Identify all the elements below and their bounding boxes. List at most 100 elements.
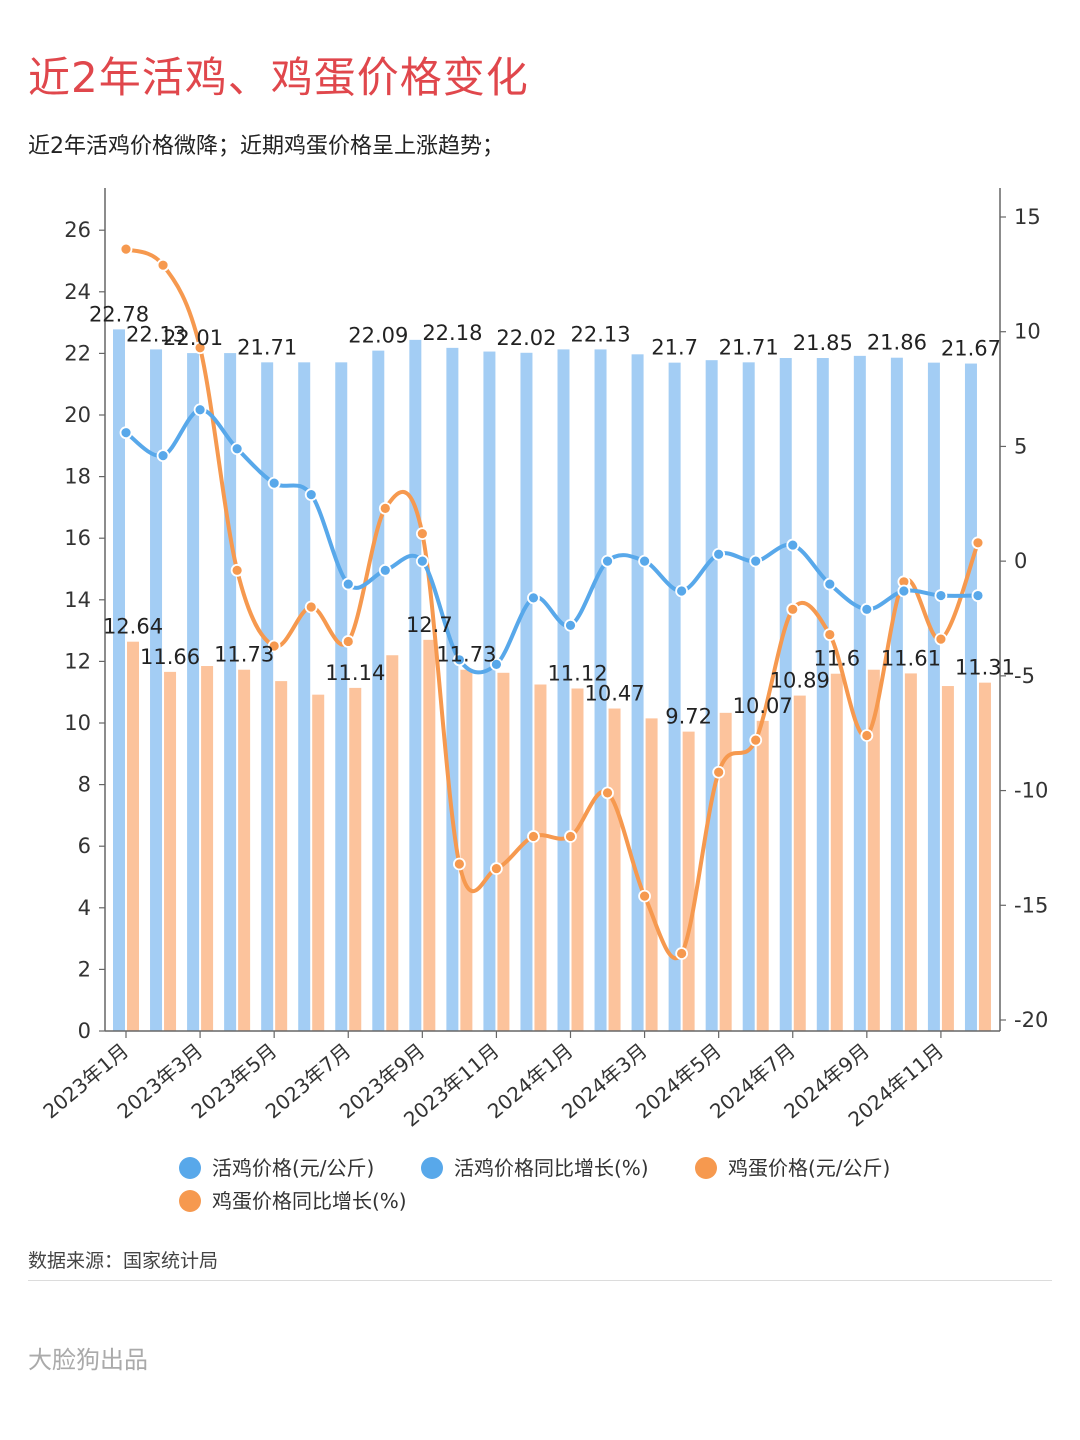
data-source: 数据来源：国家统计局 (28, 1250, 219, 1272)
chicken-price-bar (446, 347, 459, 1031)
legend-label: 活鸡价格同比增长(%) (454, 1156, 649, 1180)
chicken-price-bar (483, 351, 496, 1031)
chicken-price-bar (927, 362, 940, 1031)
chicken-price-bar (372, 350, 385, 1031)
left-tick-label: 2 (78, 957, 91, 981)
right-tick-label: -10 (1014, 779, 1048, 803)
chicken-yoy-line (124, 407, 978, 675)
chicken-price-bar (816, 358, 829, 1031)
egg-price-bar (756, 720, 769, 1031)
left-tick-label: 18 (64, 465, 91, 489)
left-tick-label: 6 (78, 834, 91, 858)
egg-yoy-point (934, 632, 948, 646)
chicken-price-bar (742, 362, 755, 1031)
chicken-price-bar (705, 360, 718, 1031)
chicken-yoy-point (971, 589, 985, 602)
chicken-yoy-point (156, 449, 170, 463)
right-tick-label: -5 (1014, 664, 1035, 688)
chicken-yoy-point (527, 591, 540, 605)
egg-yoy-point (786, 602, 800, 616)
egg-price-bar (201, 666, 214, 1031)
egg-yoy-point (749, 733, 763, 747)
egg-yoy-point (267, 639, 281, 653)
chicken-price-bar (779, 358, 792, 1031)
egg-price-bar (275, 681, 288, 1031)
egg-yoy-point (527, 830, 540, 843)
left-tick-label: 0 (78, 1019, 91, 1043)
chicken-price-label: 22.13 (570, 322, 630, 346)
egg-price-bar (830, 673, 843, 1031)
egg-yoy-point (564, 830, 577, 843)
egg-yoy-point (971, 536, 985, 550)
chicken-yoy-point (564, 618, 577, 632)
right-tick-label: -20 (1014, 1008, 1048, 1032)
egg-price-bar (571, 688, 584, 1031)
chicken-price-label: 21.71 (237, 335, 297, 359)
egg-price-bar (682, 731, 695, 1031)
chicken-price-label: 21.7 (651, 336, 698, 360)
egg-price-bar (423, 639, 436, 1031)
egg-yoy-point (638, 889, 651, 903)
egg-price-bar (386, 655, 399, 1031)
chicken-price-label: 22.18 (422, 321, 482, 345)
legend-label: 鸡蛋价格(元/公斤) (728, 1156, 890, 1180)
egg-yoy-point (378, 501, 392, 515)
egg-price-label: 12.7 (406, 613, 453, 637)
chicken-yoy-point (712, 547, 726, 561)
chicken-price-bar (594, 349, 607, 1031)
egg-yoy-point (860, 729, 874, 742)
egg-price-bar (164, 671, 177, 1031)
chicken-price-bar (113, 329, 125, 1032)
chicken-price-label: 22.78 (89, 302, 149, 326)
chicken-yoy-point (119, 426, 133, 440)
left-tick-label: 14 (64, 588, 91, 612)
egg-price-label: 10.07 (733, 694, 793, 718)
legend: 活鸡价格(元/公斤) 活鸡价格同比增长(%) 鸡蛋价格(元/公斤) 鸡蛋价格同比增长(… (179, 1156, 890, 1213)
chicken-yoy-point (823, 577, 837, 591)
egg-price-label: 11.73 (436, 643, 496, 667)
chicken-price-bar (853, 355, 866, 1031)
chicken-price-label: 22.09 (348, 324, 408, 348)
chicken-price-bar (557, 349, 570, 1031)
egg-yoy-point (675, 947, 689, 960)
chicken-price-label: 22.02 (496, 326, 556, 350)
egg-price-label: 11.12 (547, 662, 607, 686)
chicken-price-bar (335, 362, 348, 1031)
egg-price-label: 10.47 (584, 682, 644, 706)
chicken-price-label: 22.13 (126, 322, 186, 346)
right-tick-label: 10 (1014, 320, 1041, 344)
chicken-price-bar (150, 349, 163, 1031)
egg-price-label: 11.73 (214, 643, 274, 667)
egg-price-bar (238, 669, 251, 1031)
chart-subtitle: 近2年活鸡价格微降；近期鸡蛋价格呈上涨趋势； (28, 134, 504, 159)
egg-price-bar (719, 712, 732, 1031)
legend-label: 活鸡价格(元/公斤) (212, 1156, 374, 1180)
legend-marker (179, 1190, 201, 1212)
egg-price-bar (645, 718, 658, 1031)
egg-price-label: 10.89 (770, 669, 830, 693)
egg-price-bar (608, 708, 621, 1031)
left-tick-label: 12 (64, 649, 91, 673)
data-label-layer: 22.78 12.64 22.13 11.66 22.01 11.73 21.71 11.14… (89, 302, 1015, 728)
chicken-yoy-point (378, 563, 392, 577)
chicken-yoy-point (415, 554, 429, 568)
egg-yoy-point (156, 258, 170, 272)
chicken-yoy-point (675, 584, 689, 598)
egg-price-bar (460, 669, 473, 1031)
chicken-yoy-point (638, 554, 651, 568)
egg-price-label: 11.66 (140, 645, 200, 669)
chicken-yoy-point (601, 554, 614, 568)
chicken-price-bar (298, 362, 311, 1031)
egg-price-label: 9.72 (665, 705, 712, 729)
chart-title: 近2年活鸡、鸡蛋价格变化 (28, 53, 529, 102)
egg-price-bar (497, 672, 510, 1031)
chicken-price-bar (261, 362, 274, 1031)
chicken-yoy-point (267, 476, 281, 490)
egg-price-label: 12.64 (103, 615, 163, 639)
left-tick-label: 22 (64, 341, 91, 365)
chicken-price-bar (224, 353, 237, 1031)
brand-credit: 大脸狗出品 (28, 1346, 148, 1374)
egg-price-label: 11.6 (813, 647, 860, 671)
right-tick-label: 15 (1014, 205, 1041, 229)
chicken-yoy-point (230, 442, 244, 456)
